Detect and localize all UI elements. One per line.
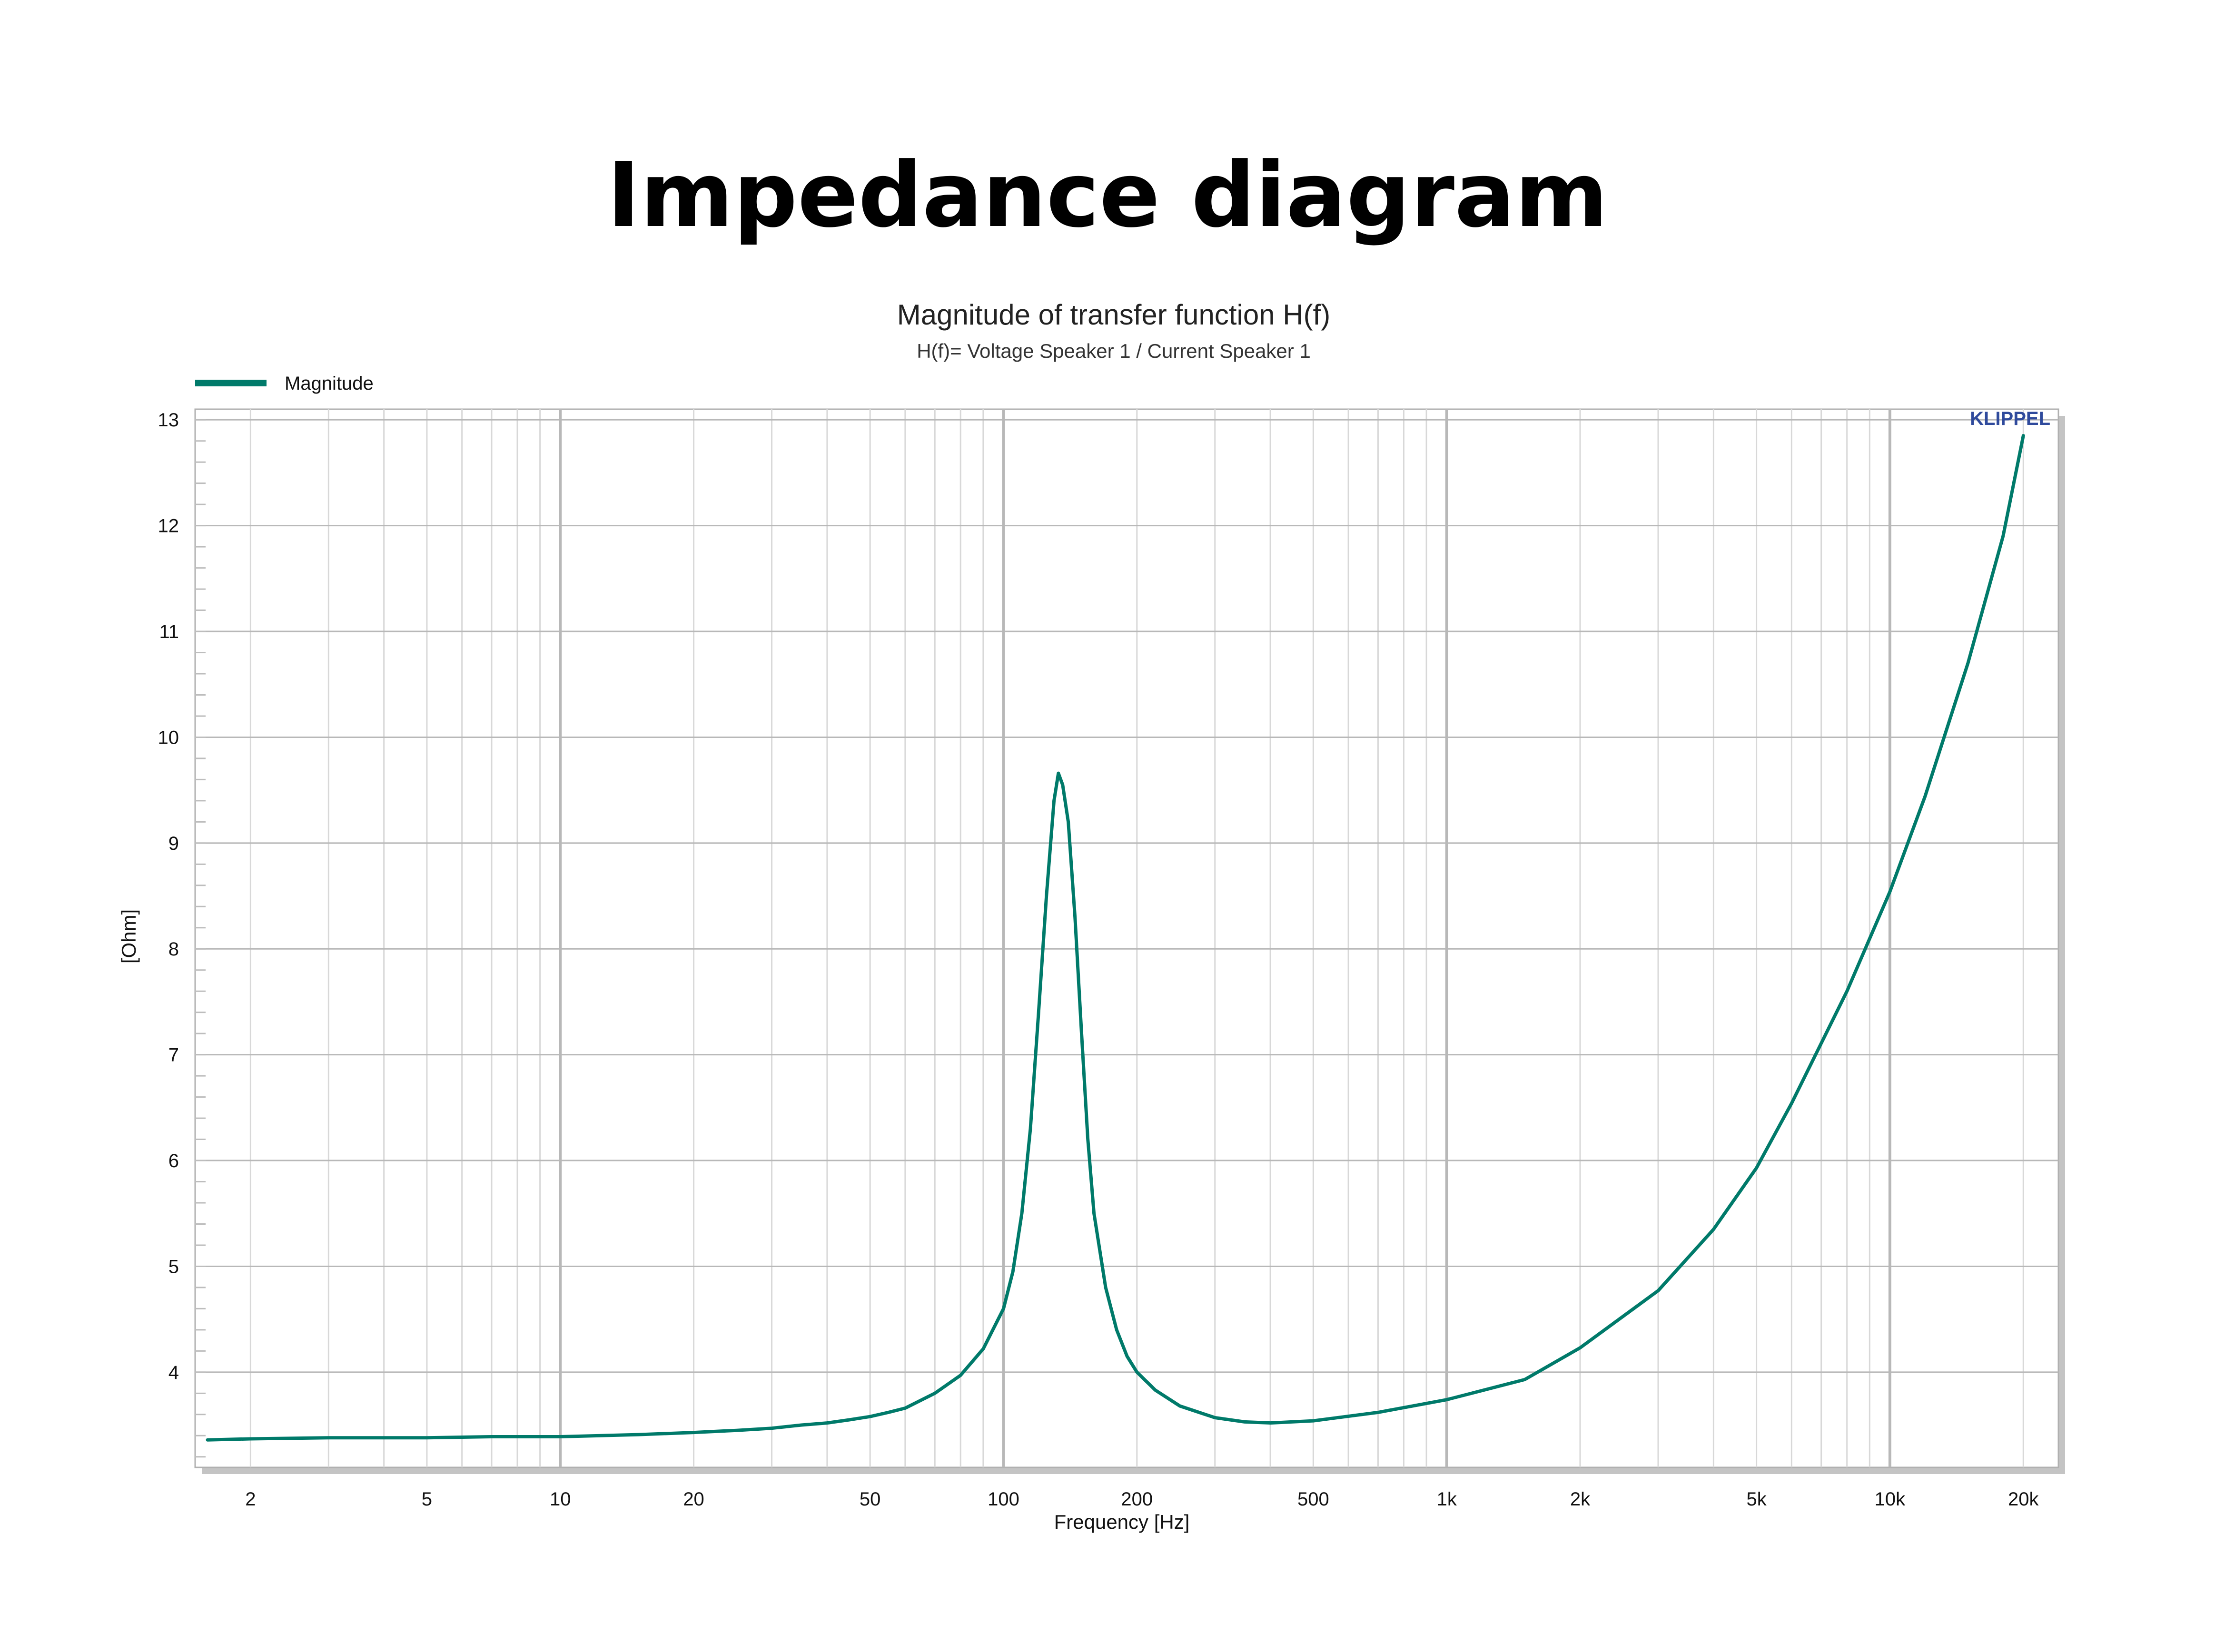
x-axis-label: Frequency [Hz] — [1054, 1511, 1190, 1533]
chart-subtitle: H(f)= Voltage Speaker 1 / Current Speake… — [917, 340, 1311, 362]
x-tick-label: 20k — [2008, 1489, 2039, 1510]
y-tick-label: 11 — [159, 621, 179, 642]
grid-minor — [249, 409, 2024, 1467]
y-tick-labels: 4 5 6 7 8 9 10 11 12 13 — [158, 410, 179, 1383]
y-minor-ticks — [195, 419, 206, 1458]
y-axis-label: [Ohm] — [118, 909, 140, 964]
y-tick-label: 10 — [158, 727, 179, 748]
x-tick-label: 5k — [1746, 1489, 1767, 1510]
series-line-magnitude — [206, 434, 2025, 1442]
y-tick-label: 13 — [158, 410, 179, 431]
chart-title: Magnitude of transfer function H(f) — [897, 299, 1330, 331]
y-tick-label: 4 — [168, 1362, 179, 1383]
page-title: Impedance diagram — [607, 143, 1608, 247]
x-tick-label: 1k — [1437, 1489, 1457, 1510]
x-tick-label: 10 — [550, 1489, 571, 1510]
x-tick-label: 500 — [1297, 1489, 1329, 1510]
y-tick-label: 9 — [168, 833, 179, 854]
y-tick-label: 8 — [168, 939, 179, 960]
y-tick-label: 5 — [168, 1256, 179, 1277]
x-tick-labels: 2 5 10 20 50 100 200 500 1k 2k 5k 10k 20k — [245, 1489, 2039, 1510]
x-tick-label: 20 — [683, 1489, 704, 1510]
klippel-watermark: KLIPPEL — [1970, 408, 2050, 429]
x-tick-label: 100 — [988, 1489, 1019, 1510]
plot-area — [194, 408, 2059, 1468]
x-tick-label: 200 — [1121, 1489, 1153, 1510]
y-tick-label: 7 — [168, 1045, 179, 1066]
x-tick-label: 2 — [245, 1489, 256, 1510]
legend: Magnitude — [195, 373, 374, 394]
grid-major — [195, 409, 2058, 1467]
x-tick-label: 50 — [860, 1489, 881, 1510]
x-tick-label: 10k — [1875, 1489, 1906, 1510]
x-tick-label: 2k — [1570, 1489, 1591, 1510]
x-tick-label: 5 — [422, 1489, 432, 1510]
y-tick-label: 6 — [168, 1150, 179, 1171]
y-tick-label: 12 — [158, 516, 179, 537]
legend-label: Magnitude — [285, 373, 374, 394]
